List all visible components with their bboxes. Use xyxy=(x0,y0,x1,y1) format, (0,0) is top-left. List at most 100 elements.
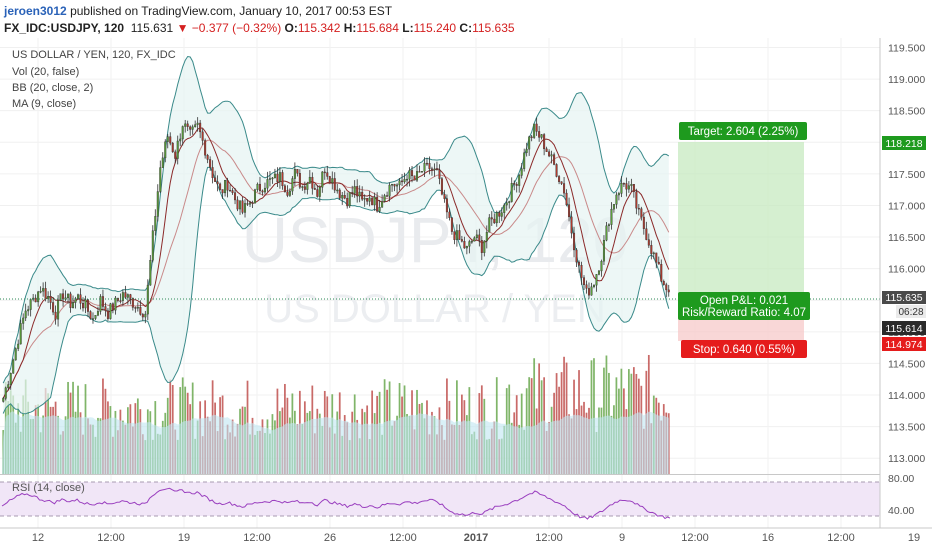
candle-body xyxy=(406,178,409,181)
legend-ma[interactable]: MA (9, close) xyxy=(12,98,77,110)
entry-price-tag xyxy=(882,321,926,335)
candle-body xyxy=(206,154,209,160)
candle-body xyxy=(84,299,87,309)
candle-body xyxy=(453,231,456,240)
legend-volume[interactable]: Vol (20, false) xyxy=(12,66,80,78)
candle-body xyxy=(351,192,354,194)
candle-body xyxy=(560,181,563,184)
target-price-text: 118.218 xyxy=(885,138,922,150)
candle-body xyxy=(139,307,142,315)
candle-body xyxy=(268,178,271,180)
target-label-box[interactable] xyxy=(679,122,807,140)
legend-bollinger[interactable]: BB (20, close, 2) xyxy=(12,82,94,94)
candle-body xyxy=(637,207,640,210)
candle-body xyxy=(515,183,518,186)
volume-bar xyxy=(593,358,595,474)
candle-body xyxy=(625,183,628,190)
candle-body xyxy=(585,284,588,289)
candle-body xyxy=(498,212,501,217)
candle-body xyxy=(595,274,598,286)
rsi-separator xyxy=(0,474,880,475)
candle-body xyxy=(201,131,204,141)
candle-body xyxy=(204,140,207,156)
candle-body xyxy=(378,207,381,212)
candle-body xyxy=(548,151,551,157)
bollinger-upper-line xyxy=(2,55,670,384)
candle-body xyxy=(650,245,653,254)
candle-body xyxy=(647,239,650,246)
candle-body xyxy=(465,245,468,249)
time-tick-label: 26 xyxy=(324,532,336,544)
candle-body xyxy=(341,195,344,199)
candle-body xyxy=(495,212,498,224)
candle-body xyxy=(440,178,443,195)
price-chart[interactable]: USDJPY, 120 US DOLLAR / YEN Target: 2.60… xyxy=(0,38,932,550)
candle-body xyxy=(129,294,132,299)
candle-body xyxy=(211,167,214,179)
candle-body xyxy=(101,296,104,307)
price-tick-label: 117.000 xyxy=(888,200,925,212)
candle-body xyxy=(174,151,177,159)
time-tick-label: 12:00 xyxy=(535,532,563,544)
moving-average-line xyxy=(2,127,670,399)
candle-body xyxy=(9,373,12,385)
candle-body xyxy=(640,208,643,218)
volume-bar xyxy=(528,377,531,474)
price-tick-label: 119.000 xyxy=(888,74,925,86)
candle-body xyxy=(146,284,149,315)
candle-body xyxy=(74,298,77,303)
legend-title[interactable]: US DOLLAR / YEN, 120, FX_IDC xyxy=(12,49,176,61)
candle-body xyxy=(530,136,533,139)
time-axis-ticks[interactable]: 12 12:00 19 12:00 26 12:00 2017 12:00 9 12:00 16 12… xyxy=(32,532,920,544)
candlesticks xyxy=(2,117,670,403)
volume-average-area xyxy=(2,411,669,474)
candle-body xyxy=(291,178,294,192)
candle-body xyxy=(473,237,476,242)
candle-body xyxy=(159,167,162,192)
volume-bar xyxy=(590,360,593,474)
candle-body xyxy=(209,159,212,168)
price-tick-label: 117.500 xyxy=(888,169,925,181)
candle-body xyxy=(12,359,15,374)
candle-body xyxy=(226,179,229,191)
candle-body xyxy=(164,141,167,159)
candle-body xyxy=(635,191,638,209)
candle-body xyxy=(428,163,431,169)
candle-body xyxy=(231,190,234,193)
price-change: −0.377 (−0.32%) xyxy=(191,21,282,35)
candle-body xyxy=(239,200,242,210)
candle-body xyxy=(52,302,55,313)
candle-body xyxy=(401,180,404,183)
candle-body xyxy=(253,189,256,204)
candle-body xyxy=(258,183,261,192)
candle-body xyxy=(47,296,50,299)
candle-body xyxy=(358,191,361,197)
countdown-text: 06:28 xyxy=(898,307,923,318)
candle-body xyxy=(538,131,541,138)
last-price-text: 115.635 xyxy=(885,292,922,304)
chart-header: jeroen3012 published on TradingView.com,… xyxy=(0,0,932,38)
candle-body xyxy=(597,270,600,275)
time-tick-label: 12:00 xyxy=(97,532,125,544)
author-link[interactable]: jeroen3012 xyxy=(4,4,67,18)
candle-body xyxy=(570,216,573,234)
candle-body xyxy=(475,234,478,239)
candle-body xyxy=(525,148,528,153)
target-zone[interactable] xyxy=(678,142,804,298)
candle-body xyxy=(4,387,7,399)
candle-body xyxy=(216,181,219,185)
candle-body xyxy=(34,297,37,303)
candle-body xyxy=(408,170,411,180)
candle-body xyxy=(77,294,80,299)
candle-body xyxy=(368,197,371,202)
candle-body xyxy=(573,232,576,251)
stop-price-tag xyxy=(882,337,926,351)
price-tick-label: 114.000 xyxy=(888,390,925,402)
candle-body xyxy=(371,197,374,206)
stop-label-box[interactable] xyxy=(681,340,807,358)
candle-body xyxy=(249,202,252,205)
open-pl-box[interactable] xyxy=(678,292,810,320)
candle-body xyxy=(296,169,299,174)
candle-body xyxy=(301,186,304,188)
rsi-legend[interactable]: RSI (14, close) xyxy=(12,482,85,494)
